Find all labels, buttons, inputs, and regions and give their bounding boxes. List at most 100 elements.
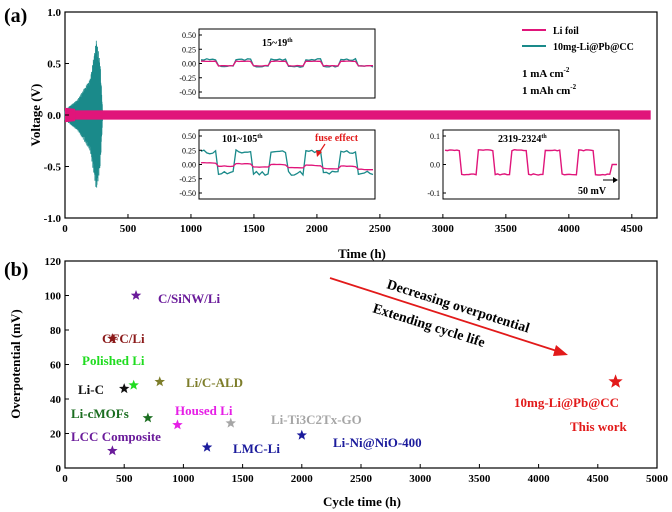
inset-3-title: 2319-2324th — [498, 134, 547, 145]
panel-b-xtick-label: 500 — [116, 473, 133, 485]
inset-2-yticks: 0.50 0.25 0.00 -0.25 -0.50 — [179, 132, 202, 198]
panel-a-xtick-label: 3000 — [432, 223, 455, 235]
legend: Li foil 10mg-Li@Pb@CC — [522, 26, 634, 53]
panel-b-axes: 0 500 1000 1500 2000 2500 3000 3500 4000 4500 5000… — [45, 256, 669, 485]
panel-a-ylabel: Voltage (V) — [28, 84, 43, 147]
fuse-effect-annotation: fuse effect — [315, 133, 359, 144]
panel-b-ytick-label: 120 — [45, 256, 62, 268]
panel-b-ylabel: Overpotential (mV) — [8, 309, 23, 418]
inset-15-19-cycles: 0.50 0.25 0.00 -0.25 -0.50 15~19th — [179, 28, 376, 99]
panel-b-points — [107, 290, 623, 456]
inset-1-title: 15~19th — [262, 38, 293, 49]
panel-b-xtick-label: 5000 — [646, 473, 669, 485]
condition-capacity: 1 mAh cm-2 — [522, 83, 577, 97]
panel-a-ytick-label: 1.0 — [47, 7, 61, 19]
star-li-cmofs — [142, 412, 154, 423]
star-cfc-li — [107, 333, 118, 344]
label-li-c: Li-C — [78, 382, 104, 397]
inset-ytick-label: 0.50 — [182, 31, 196, 40]
inset-2-li-pb-cc-trace — [200, 148, 374, 177]
panel-b-axes-frame — [64, 260, 658, 469]
panel-a-main-series — [64, 40, 651, 188]
inset-ytick-label: -0.50 — [179, 189, 196, 198]
inset-2-traces — [200, 148, 374, 177]
panel-b-ytick-label: 0 — [56, 463, 62, 475]
star-li-c — [119, 383, 130, 394]
panel-a-ytick-label: -1.0 — [44, 213, 62, 225]
inset-1-traces — [200, 57, 374, 68]
panel-b-xtick-label: 1000 — [172, 473, 195, 485]
star-housed-li — [172, 419, 183, 430]
inset-3-scale-label: 50 mV — [578, 186, 607, 197]
panel-a-xtick-label: 0 — [62, 223, 68, 235]
star-10mg-li-pb-cc — [608, 374, 623, 388]
inset-ytick-label: 0.50 — [182, 132, 196, 141]
panel-a-ytick-label: -0.5 — [44, 162, 62, 174]
label-li-ni-nio-400: Li-Ni@NiO-400 — [333, 435, 422, 450]
panel-b-ytick-label: 80 — [50, 325, 62, 337]
label-li-cmofs: Li-cMOFs — [71, 406, 129, 421]
inset-3-traces — [444, 148, 617, 176]
trend-arrow — [329, 277, 561, 353]
inset-3-frame — [442, 129, 620, 200]
star-polished-li — [128, 379, 139, 390]
label-lcc-composite: LCC Composite — [71, 429, 161, 444]
inset-ytick-label: -0.50 — [179, 88, 196, 97]
panel-b-xtick-label: 2500 — [350, 473, 373, 485]
label-li-c-ald: Li/C-ALD — [186, 375, 243, 390]
panel-b-xtick-label: 3500 — [468, 473, 491, 485]
panel-a-xtick-label: 4500 — [621, 223, 644, 235]
inset-3-this-work-trace — [444, 148, 617, 176]
panel-a: (a) 0 500 1000 1500 2000 2500 3000 3500 4000 4500… — [4, 5, 658, 261]
trend-arrowhead — [553, 345, 568, 356]
panel-b-xtick-label: 4000 — [528, 473, 551, 485]
panel-a-axes: 0 500 1000 1500 2000 2500 3000 3500 4000 4500 -1.0… — [44, 7, 644, 235]
inset-ytick-label: 0.1 — [430, 132, 440, 141]
inset-ytick-label: 0.00 — [182, 161, 196, 170]
panel-a-ytick-label: 0.0 — [47, 110, 61, 122]
panel-b-xtick-label: 3000 — [409, 473, 432, 485]
panel-b-xtick-label: 0 — [62, 473, 68, 485]
panel-a-label: (a) — [4, 5, 27, 27]
panel-b-xtick-label: 1500 — [232, 473, 255, 485]
label-housed-li: Housed Li — [175, 403, 233, 418]
panel-b: (b) 0 500 1000 1500 2000 2500 3000 3500 4000 4500… — [4, 256, 669, 509]
inset-ytick-label: 0.25 — [182, 146, 196, 155]
label-this-work: This work — [570, 419, 627, 434]
star-li-ni-nio-400 — [296, 429, 307, 440]
inset-2-title: 101~105th — [222, 134, 263, 145]
label-this-work-name: 10mg-Li@Pb@CC — [514, 395, 619, 410]
inset-ytick-label: -0.25 — [179, 175, 196, 184]
label-lmc-li: LMC-Li — [233, 441, 280, 456]
panel-a-ytick-label: 0.5 — [47, 59, 61, 71]
label-c-sinw-li: C/SiNW/Li — [158, 291, 221, 306]
inset-3-yticks: 0.1 0.0 -0.1 — [427, 132, 446, 198]
inset-3-scale-arrowhead — [613, 177, 618, 183]
inset-ytick-label: 0.0 — [430, 161, 440, 170]
star-li-c-ald — [154, 376, 165, 387]
series-li-foil-band — [65, 110, 651, 120]
panel-b-xlabel: Cycle time (h) — [323, 494, 401, 509]
star-lmc-li — [201, 441, 213, 452]
panel-a-xtick-label: 4000 — [558, 223, 581, 235]
inset-2319-2324-cycles: 0.1 0.0 -0.1 2319-2324th 50 mV — [427, 129, 620, 200]
legend-label-li-pb-cc: 10mg-Li@Pb@CC — [553, 42, 634, 53]
label-cfc-li: CFC/Li — [102, 331, 145, 346]
panel-a-xtick-label: 1500 — [243, 223, 266, 235]
label-li-ti3c2tx-go: Li-Ti3C2Tx-GO — [271, 412, 362, 427]
panel-a-xtick-label: 500 — [120, 223, 137, 235]
star-c-sinw-li — [130, 290, 142, 300]
label-polished-li: Polished Li — [82, 353, 145, 368]
panel-b-label: (b) — [4, 259, 28, 281]
star-li-ti3c2tx-go — [225, 417, 236, 428]
panel-b-xtick-label: 4500 — [587, 473, 610, 485]
inset-ytick-label: 0.25 — [182, 45, 196, 54]
panel-a-xtick-label: 2500 — [369, 223, 392, 235]
inset-ytick-label: -0.1 — [427, 189, 440, 198]
panel-a-xtick-label: 1000 — [180, 223, 203, 235]
panel-b-xtick-label: 2000 — [291, 473, 314, 485]
inset-2-li-foil-trace — [200, 161, 373, 171]
panel-a-xtick-label: 3500 — [495, 223, 518, 235]
panel-a-xtick-label: 2000 — [306, 223, 329, 235]
